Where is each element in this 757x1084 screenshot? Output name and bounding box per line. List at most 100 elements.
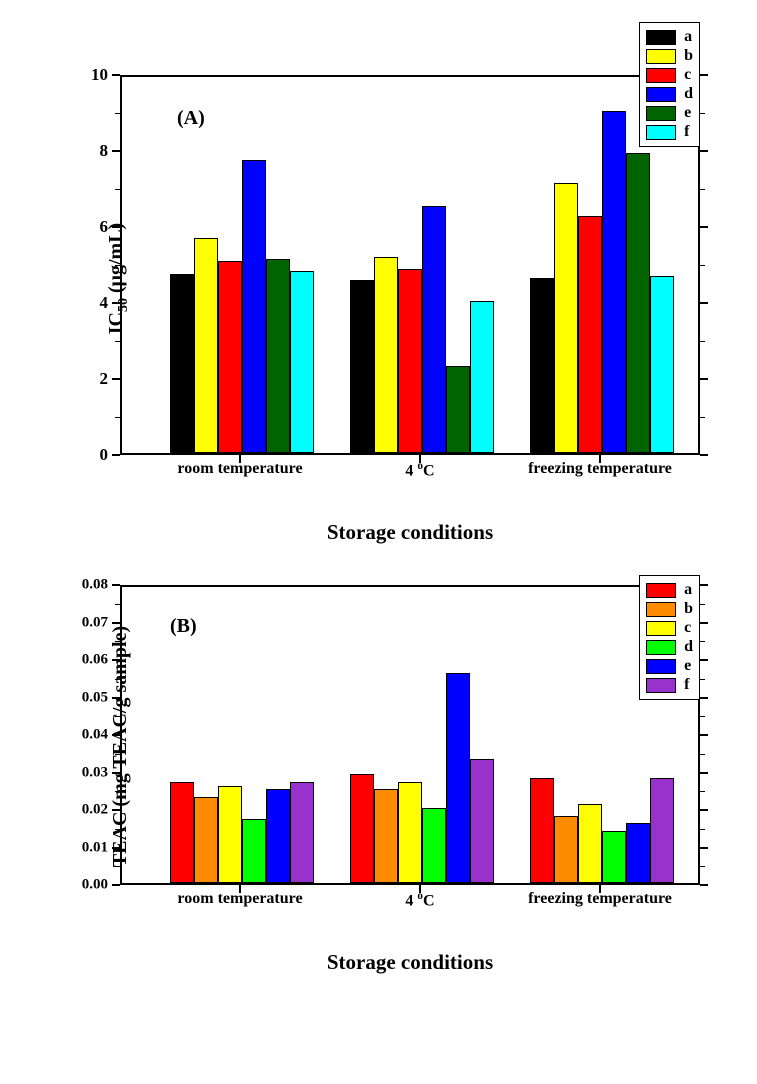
bar xyxy=(602,111,626,453)
legend-swatch xyxy=(646,621,676,636)
legend-swatch xyxy=(646,602,676,617)
legend-label: b xyxy=(684,600,693,618)
x-tick-label: 4 oC xyxy=(405,460,434,480)
x-tick-label: freezing temperature xyxy=(528,890,672,908)
bar xyxy=(266,259,290,453)
legend-label: f xyxy=(684,676,689,694)
legend-item: c xyxy=(646,619,693,637)
bar xyxy=(470,759,494,883)
legend-label: e xyxy=(684,104,691,122)
bar xyxy=(422,808,446,883)
x-title-a: Storage conditions xyxy=(120,520,700,545)
legend-item: d xyxy=(646,638,693,656)
bar xyxy=(290,271,314,453)
legend-item: f xyxy=(646,123,693,141)
legend-swatch xyxy=(646,678,676,693)
bar xyxy=(170,782,194,883)
legend-item: b xyxy=(646,600,693,618)
bar xyxy=(650,778,674,883)
bar xyxy=(374,257,398,453)
y-tick-label: 6 xyxy=(58,217,108,237)
legend-label: a xyxy=(684,28,692,46)
bar xyxy=(170,274,194,453)
legend-swatch xyxy=(646,106,676,121)
bar xyxy=(650,276,674,453)
x-tick-label: 4 oC xyxy=(405,890,434,910)
legend-item: a xyxy=(646,581,693,599)
y-tick-label: 0.02 xyxy=(58,802,108,819)
y-tick-label: 8 xyxy=(58,141,108,161)
bar xyxy=(602,831,626,884)
bar xyxy=(242,160,266,453)
bar xyxy=(530,278,554,453)
bar xyxy=(242,819,266,883)
y-tick-label: 2 xyxy=(58,369,108,389)
y-tick-label: 0.00 xyxy=(58,877,108,894)
bar xyxy=(446,673,470,883)
bar xyxy=(626,823,650,883)
legend-swatch xyxy=(646,583,676,598)
plot-area-b: (B) abcdef xyxy=(120,585,700,885)
legend-swatch xyxy=(646,49,676,64)
legend-b: abcdef xyxy=(639,575,700,700)
legend-swatch xyxy=(646,640,676,655)
y-tick-label: 10 xyxy=(58,65,108,85)
bar xyxy=(578,216,602,454)
chart-a: (A) abcdef 0246810 IC50 (μg/mL) room tem… xyxy=(20,75,737,515)
y-tick-label: 4 xyxy=(58,293,108,313)
bar xyxy=(554,816,578,884)
legend-label: c xyxy=(684,66,691,84)
legend-label: a xyxy=(684,581,692,599)
y-tick-label: 0.03 xyxy=(58,764,108,781)
y-title-a: IC50 (μg/mL) xyxy=(105,223,132,334)
legend-item: c xyxy=(646,66,693,84)
legend-label: e xyxy=(684,657,691,675)
legend-item: a xyxy=(646,28,693,46)
chart-b: (B) abcdef 0.000.010.020.030.040.050.060… xyxy=(20,585,737,965)
x-labels-a: room temperature 4 oC freezing temperature xyxy=(120,460,700,485)
y-tick-label: 0.04 xyxy=(58,727,108,744)
bar xyxy=(470,301,494,453)
bar xyxy=(218,261,242,453)
x-tick-label: freezing temperature xyxy=(528,460,672,478)
y-tick-label: 0.06 xyxy=(58,652,108,669)
y-title-b: TEAC (mg TEAC/g sample) xyxy=(109,626,132,867)
legend-swatch xyxy=(646,125,676,140)
bar xyxy=(626,153,650,453)
bar xyxy=(350,280,374,453)
bar xyxy=(530,778,554,883)
y-tick-label: 0 xyxy=(58,445,108,465)
bars-a xyxy=(122,77,698,453)
legend-label: f xyxy=(684,123,689,141)
legend-label: b xyxy=(684,47,693,65)
bar xyxy=(266,789,290,883)
y-tick-label: 0.05 xyxy=(58,689,108,706)
x-tick-label: room temperature xyxy=(177,460,302,478)
bar xyxy=(398,269,422,453)
x-title-b: Storage conditions xyxy=(120,950,700,975)
bar xyxy=(350,774,374,883)
legend-swatch xyxy=(646,87,676,102)
legend-label: d xyxy=(684,85,693,103)
bar xyxy=(218,786,242,884)
legend-swatch xyxy=(646,30,676,45)
legend-swatch xyxy=(646,659,676,674)
legend-swatch xyxy=(646,68,676,83)
bar xyxy=(194,238,218,453)
legend-a: abcdef xyxy=(639,22,700,147)
bar xyxy=(398,782,422,883)
legend-item: e xyxy=(646,104,693,122)
y-tick-label: 0.01 xyxy=(58,839,108,856)
y-tick-label: 0.08 xyxy=(58,577,108,594)
legend-label: d xyxy=(684,638,693,656)
plot-area-a: (A) abcdef xyxy=(120,75,700,455)
bar xyxy=(446,366,470,453)
legend-item: e xyxy=(646,657,693,675)
x-tick-label: room temperature xyxy=(177,890,302,908)
x-labels-b: room temperature 4 oC freezing temperature xyxy=(120,890,700,915)
bar xyxy=(422,206,446,453)
bar xyxy=(290,782,314,883)
bar xyxy=(374,789,398,883)
legend-label: c xyxy=(684,619,691,637)
legend-item: f xyxy=(646,676,693,694)
